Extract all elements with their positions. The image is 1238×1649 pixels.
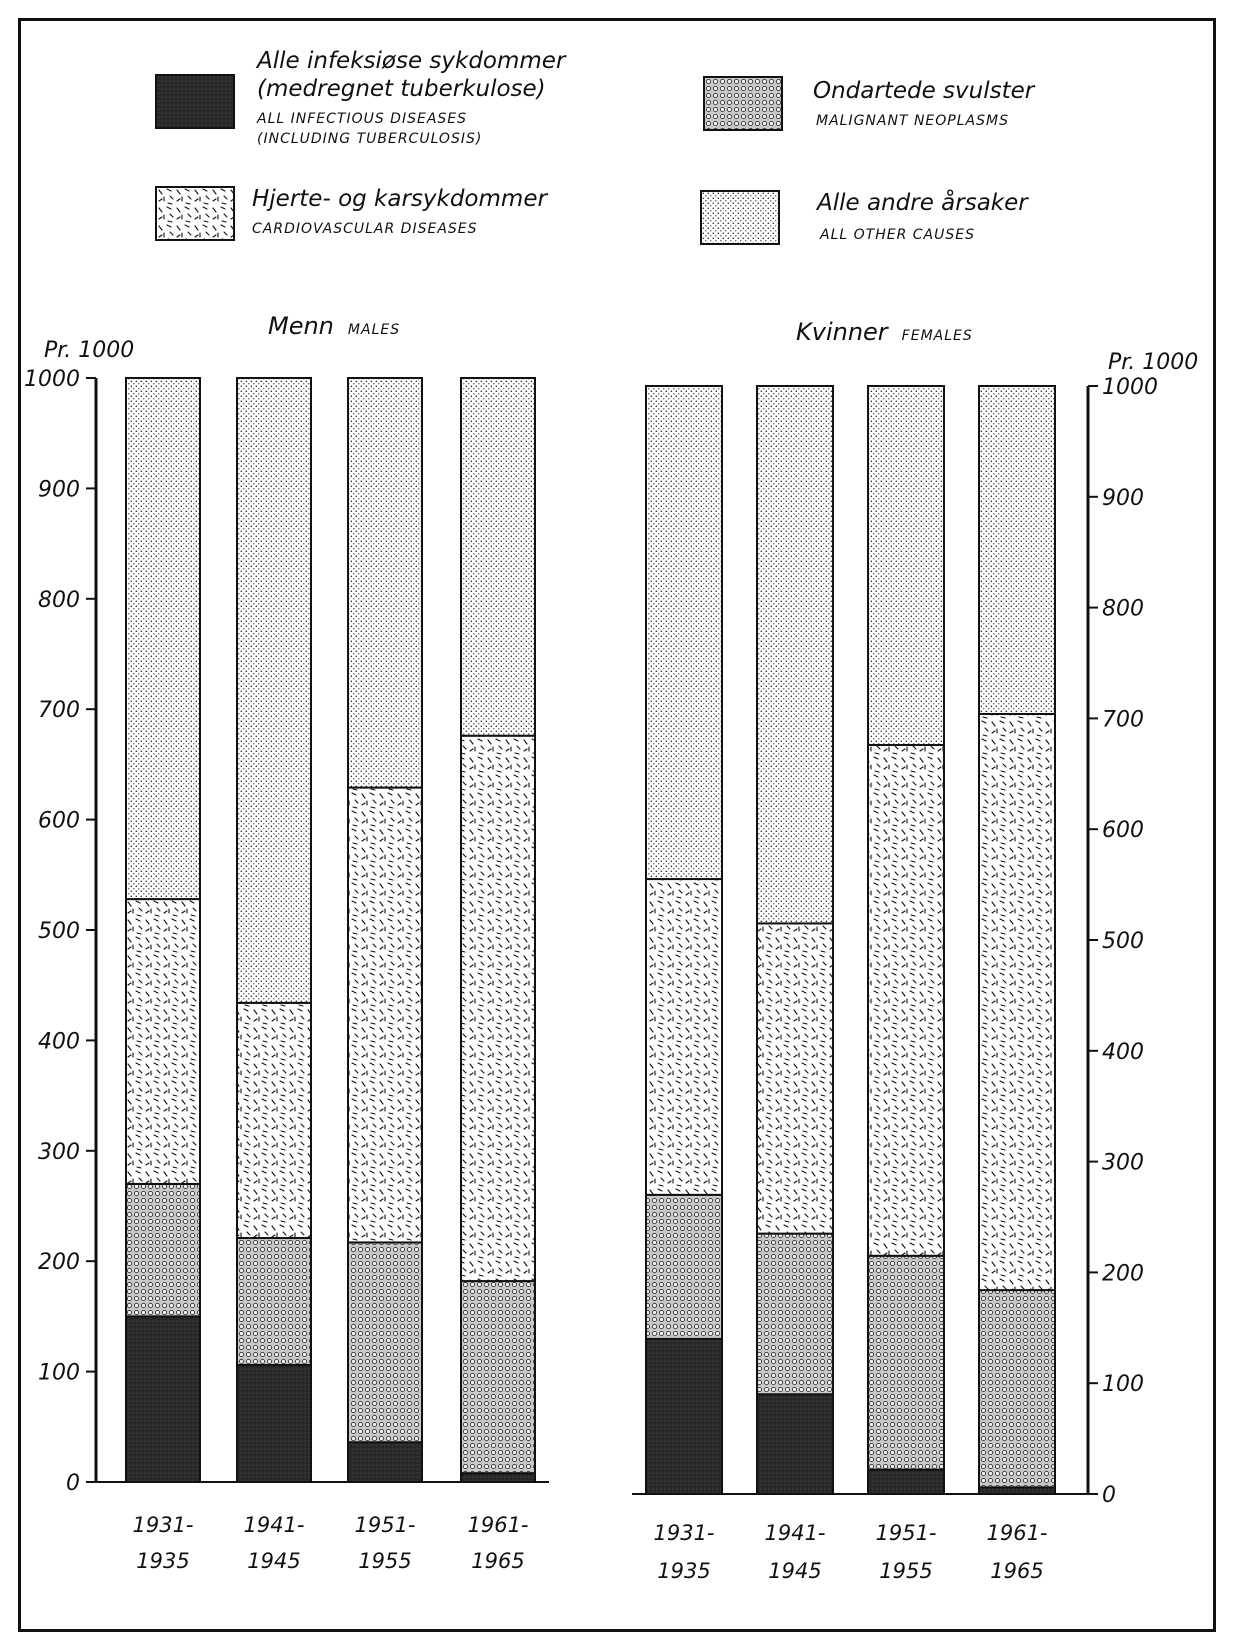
bar-segment-males-0-dots xyxy=(125,377,201,901)
bar-segment-females-3-dashes xyxy=(978,712,1056,1292)
bar-segment-males-2-dark xyxy=(347,1441,423,1483)
y-tick-label-females-700: 700 xyxy=(1102,707,1144,732)
bar-segment-males-0-dashes xyxy=(125,898,201,1185)
panel-title-females-en: FEMALES xyxy=(901,328,973,344)
y-tick-label-females-100: 100 xyxy=(1102,1372,1144,1397)
y-tick-label-males-900: 900 xyxy=(38,477,80,502)
category-label-males-2-line2: 1955 xyxy=(358,1549,411,1573)
category-label-males-1-line1: 1941- xyxy=(243,1513,304,1537)
category-label-females-0-line1: 1931- xyxy=(653,1521,714,1545)
y-tick-label-females-300: 300 xyxy=(1102,1151,1144,1176)
bar-segment-males-1-dots xyxy=(236,377,312,1004)
category-label-females-3-line1: 1961- xyxy=(986,1521,1047,1545)
bar-segment-males-3-dashes xyxy=(460,734,536,1283)
bar-segment-males-1-dark xyxy=(236,1363,312,1483)
y-tick-label-females-500: 500 xyxy=(1102,929,1144,954)
y-axis-unit-right: Pr. 1000 xyxy=(1108,350,1199,375)
bar-segment-females-2-circles xyxy=(867,1254,945,1471)
bar-segment-females-1-circles xyxy=(756,1232,834,1396)
category-label-males-0-line1: 1931- xyxy=(132,1513,193,1537)
chart-frame xyxy=(18,18,1216,1632)
legend-label-malignant: Ondartede svulster xyxy=(813,78,1035,104)
y-tick-label-males-1000: 1000 xyxy=(24,367,80,392)
bar-segment-females-1-dashes xyxy=(756,922,834,1235)
y-tick-label-females-400: 400 xyxy=(1102,1040,1144,1065)
legend-swatch-cardio xyxy=(155,186,235,241)
bar-segment-males-0-circles xyxy=(125,1182,201,1318)
bar-segment-females-3-circles xyxy=(978,1289,1056,1489)
y-axis-unit-left: Pr. 1000 xyxy=(44,338,135,363)
legend-label-other: Alle andre årsaker xyxy=(817,190,1028,216)
legend-swatch-other xyxy=(700,190,780,245)
category-label-females-2-line2: 1955 xyxy=(879,1559,932,1583)
bar-segment-females-0-circles xyxy=(645,1193,723,1340)
y-tick-label-males-200: 200 xyxy=(38,1250,80,1275)
bar-segment-females-2-dots xyxy=(867,385,945,746)
category-label-females-3-line2: 1965 xyxy=(990,1559,1043,1583)
bars-group xyxy=(125,377,1056,1496)
bar-segment-males-0-dark xyxy=(125,1315,201,1484)
legend-label-cardio: Hjerte- og karsykdommer xyxy=(252,186,547,212)
y-tick-label-males-800: 800 xyxy=(38,588,80,613)
bar-segment-males-3-dark xyxy=(460,1472,536,1483)
bar-segment-males-1-dashes xyxy=(236,1001,312,1240)
y-tick-label-males-0: 0 xyxy=(66,1471,80,1496)
bar-segment-females-0-dots xyxy=(645,385,723,881)
legend-sublabel-malignant: MALIGNANT NEOPLASMS xyxy=(816,113,1009,129)
bar-segment-males-3-circles xyxy=(460,1280,536,1475)
bar-segment-females-3-dots xyxy=(978,385,1056,715)
y-tick-label-males-400: 400 xyxy=(38,1029,80,1054)
category-label-males-3-line1: 1961- xyxy=(467,1513,528,1537)
panel-title-males-no: Menn xyxy=(268,312,334,340)
category-labels-group: 1931- 1935 1941- 1945 1951- 1955 1961- 1965 1931… xyxy=(132,1513,1047,1583)
bar-segment-males-2-circles xyxy=(347,1241,423,1444)
category-label-females-0-line2: 1935 xyxy=(657,1559,710,1583)
category-label-females-2-line1: 1951- xyxy=(875,1521,936,1545)
y-tick-label-females-200: 200 xyxy=(1102,1261,1144,1286)
legend-label-infectious-line2: (medregnet tuberkulose) xyxy=(257,76,546,102)
legend-swatch-infectious xyxy=(155,74,235,129)
y-tick-label-males-700: 700 xyxy=(38,698,80,723)
panel-title-males: Menn MALES xyxy=(268,312,400,340)
bar-segment-females-1-dots xyxy=(756,385,834,925)
bar-segment-females-1-dark xyxy=(756,1393,834,1496)
bar-segment-males-2-dots xyxy=(347,377,423,789)
category-label-males-1-line2: 1945 xyxy=(247,1549,300,1573)
category-label-males-3-line2: 1965 xyxy=(471,1549,524,1573)
legend-label-infectious-line1: Alle infeksiøse sykdommer xyxy=(257,48,566,74)
category-label-males-0-line2: 1935 xyxy=(136,1549,189,1573)
panel-title-males-en: MALES xyxy=(347,322,401,338)
panel-title-females: Kvinner FEMALES xyxy=(796,318,973,346)
y-tick-label-females-800: 800 xyxy=(1102,597,1144,622)
panel-title-females-no: Kvinner xyxy=(796,318,888,346)
bar-segment-males-2-dashes xyxy=(347,786,423,1244)
legend-swatch-malignant xyxy=(703,76,783,131)
bar-segment-females-2-dark xyxy=(867,1468,945,1496)
y-tick-label-females-0: 0 xyxy=(1102,1483,1116,1508)
bar-segment-males-1-circles xyxy=(236,1237,312,1366)
y-tick-label-females-900: 900 xyxy=(1102,486,1144,511)
category-label-males-2-line1: 1951- xyxy=(354,1513,415,1537)
bar-segment-females-2-dashes xyxy=(867,743,945,1257)
category-label-females-1-line2: 1945 xyxy=(768,1559,821,1583)
legend-sublabel-infectious-line1: ALL INFECTIOUS DISEASES xyxy=(257,111,468,127)
y-tick-label-males-100: 100 xyxy=(38,1361,80,1386)
legend-sublabel-cardio: CARDIOVASCULAR DISEASES xyxy=(252,221,478,237)
y-tick-label-males-500: 500 xyxy=(38,919,80,944)
y-tick-label-males-600: 600 xyxy=(38,809,80,834)
bar-segment-females-0-dashes xyxy=(645,878,723,1196)
legend-sublabel-infectious-line2: (INCLUDING TUBERCULOSIS) xyxy=(257,131,483,147)
y-tick-label-males-300: 300 xyxy=(38,1140,80,1165)
bar-segment-males-3-dots xyxy=(460,377,536,737)
y-tick-label-females-600: 600 xyxy=(1102,818,1144,843)
y-tick-label-females-1000: 1000 xyxy=(1102,375,1158,400)
legend-sublabel-other: ALL OTHER CAUSES xyxy=(820,227,975,243)
category-label-females-1-line1: 1941- xyxy=(764,1521,825,1545)
bar-segment-females-0-dark xyxy=(645,1337,723,1495)
